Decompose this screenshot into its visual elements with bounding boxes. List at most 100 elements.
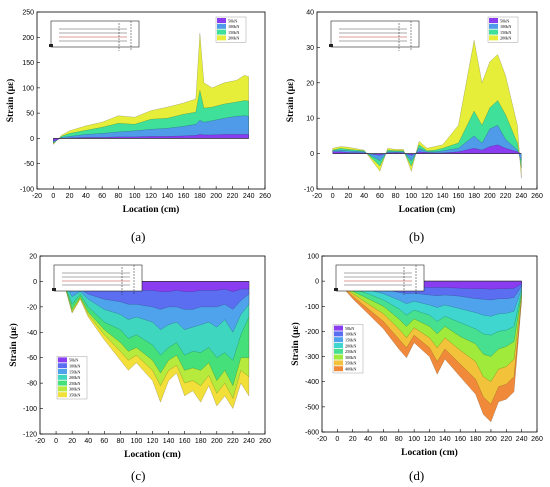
x-tick-label: 160 <box>179 438 191 445</box>
y-tick-label: -300 <box>305 354 319 361</box>
x-tick-label: 20 <box>68 438 76 445</box>
x-tick-label: 260 <box>259 193 271 200</box>
x-tick-label: 0 <box>335 436 339 443</box>
x-tick-label: 180 <box>195 438 207 445</box>
legend-swatch <box>334 348 343 354</box>
legend-label: 50kN <box>345 326 354 331</box>
x-tick-label: 120 <box>424 436 436 443</box>
x-tick-label: 140 <box>437 193 449 200</box>
x-tick-label: 200 <box>210 193 222 200</box>
chart-panel-d: -20 0 20 40 60 80 100 120 140 160 180 200 220 240 260-… <box>290 254 543 459</box>
legend-swatch <box>334 337 343 343</box>
x-tick-label: 60 <box>98 193 106 200</box>
x-tick-label: 240 <box>516 436 528 443</box>
y-tick-label: 40 <box>306 10 314 17</box>
x-tick-label: 40 <box>82 193 90 200</box>
legend-swatch <box>58 357 67 363</box>
legend-swatch <box>334 343 343 348</box>
y-tick-label: 50 <box>26 111 34 118</box>
x-tick-label: 80 <box>392 193 400 200</box>
legend-label: 50kN <box>228 18 237 23</box>
y-tick-label: 200 <box>22 35 34 42</box>
y-tick-label: 10 <box>306 116 314 123</box>
x-tick-label: 160 <box>178 193 190 200</box>
x-tick-label: 120 <box>147 438 159 445</box>
schematic-support <box>52 288 56 291</box>
x-tick-label: 80 <box>116 438 124 445</box>
y-tick-label: -100 <box>305 304 319 311</box>
y-axis-label: Strain (με) <box>5 79 16 122</box>
legend-label: 150kN <box>345 338 356 343</box>
y-tick-label: 250 <box>22 10 34 17</box>
y-tick-label: -80 <box>27 381 37 388</box>
x-tick-label: 240 <box>243 438 255 445</box>
y-tick-label: -100 <box>20 187 34 194</box>
schematic-frame <box>335 264 425 292</box>
x-tick-label: 240 <box>243 193 255 200</box>
y-tick-label: -40 <box>27 330 37 337</box>
y-tick-label: -60 <box>27 355 37 362</box>
x-tick-label: 60 <box>376 193 384 200</box>
legend-label: 300kN <box>69 387 80 392</box>
x-tick-label: -20 <box>35 438 45 445</box>
series-group <box>55 281 250 410</box>
y-tick-label: -20 <box>27 304 37 311</box>
y-tick-label: 20 <box>29 254 37 261</box>
x-tick-label: 80 <box>395 436 403 443</box>
x-axis-label: Location (cm) <box>123 204 180 215</box>
series-area-50kN <box>53 134 249 142</box>
y-tick-label: 0 <box>310 151 314 158</box>
legend-swatch <box>58 363 67 369</box>
x-axis-label: Location (cm) <box>399 204 456 215</box>
y-axis-label: Strain (με) <box>290 322 301 365</box>
y-tick-label: -400 <box>305 379 319 386</box>
y-tick-label: -600 <box>305 430 319 437</box>
legend-swatch <box>58 386 67 392</box>
schematic-frame <box>50 20 140 48</box>
x-tick-label: 20 <box>345 193 353 200</box>
legend-swatch <box>217 29 226 35</box>
y-tick-label: 0 <box>33 279 37 286</box>
legend-label: 350kN <box>345 361 356 366</box>
schematic-support <box>329 44 333 47</box>
legend-label: 250kN <box>345 349 356 354</box>
y-tick-label: 150 <box>22 60 34 67</box>
x-tick-label: 200 <box>485 436 497 443</box>
legend-label: 200kN <box>228 36 239 41</box>
specimen-schematic <box>329 20 420 51</box>
y-axis-label: Strain (με) <box>8 323 19 366</box>
chart-panel-c: -20 0 20 40 60 80 100 120 140 160 180 200 220 240 260-… <box>8 254 271 461</box>
x-tick-label: 100 <box>131 438 143 445</box>
legend-label: 400kN <box>345 367 356 372</box>
legend-label: 100kN <box>228 24 239 29</box>
legend-swatch <box>334 366 343 372</box>
y-tick-label: -10 <box>304 187 314 194</box>
legend-swatch <box>217 18 226 23</box>
x-tick-label: -20 <box>312 193 322 200</box>
y-tick-label: 100 <box>307 254 319 261</box>
legend-label: 200kN <box>345 343 356 348</box>
legend-label: 100kN <box>345 332 356 337</box>
legend-swatch <box>58 380 67 386</box>
x-tick-label: 80 <box>115 193 123 200</box>
chart-panel-a: -20 0 20 40 60 80 100 120 140 160 180 200 220 240 260 -… <box>5 10 271 216</box>
legend-label: 150kN <box>69 369 80 374</box>
x-tick-label: 0 <box>331 193 335 200</box>
legend-label: 200kN <box>500 36 511 41</box>
x-tick-label: 200 <box>484 193 496 200</box>
legend-label: 150kN <box>500 30 511 35</box>
x-tick-label: 20 <box>349 436 357 443</box>
x-tick-label: 220 <box>500 193 512 200</box>
x-tick-label: -20 <box>317 436 327 443</box>
x-tick-label: 180 <box>194 193 206 200</box>
legend-swatch <box>217 35 226 41</box>
legend-swatch <box>334 360 343 366</box>
x-tick-label: 120 <box>421 193 433 200</box>
y-tick-label: -500 <box>305 404 319 411</box>
series-group <box>336 280 522 423</box>
